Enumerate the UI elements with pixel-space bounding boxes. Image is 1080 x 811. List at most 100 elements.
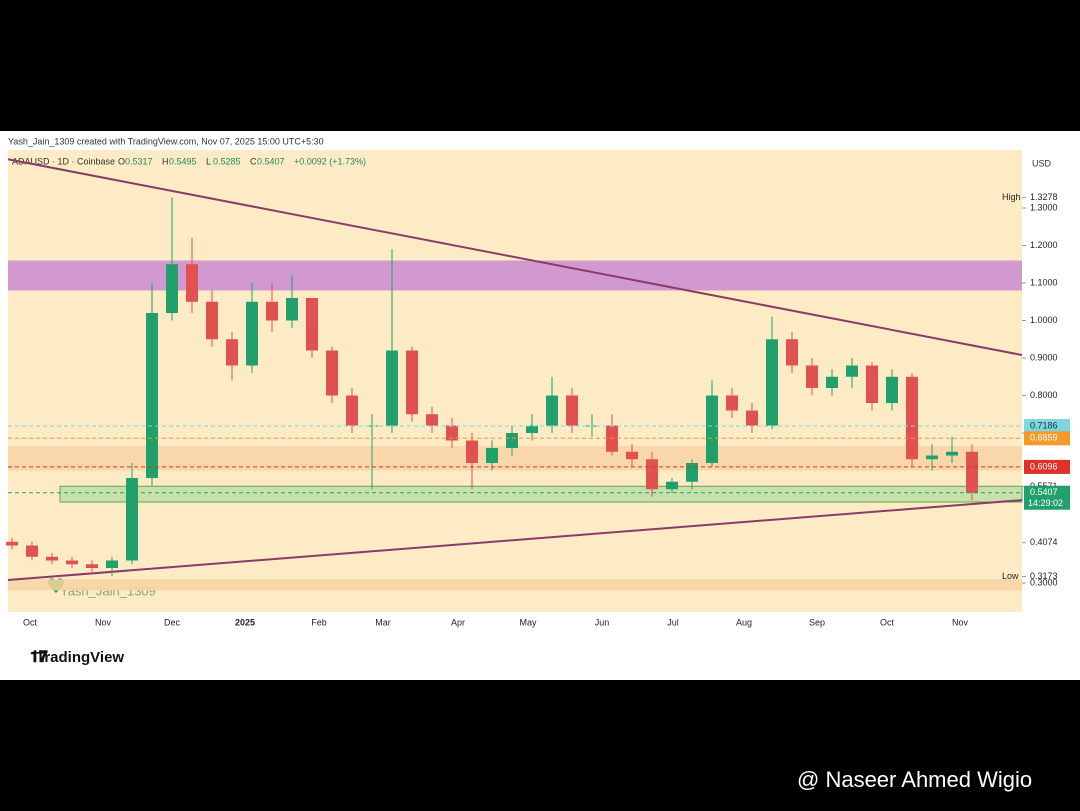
- candle-body: [826, 376, 838, 389]
- candle-body: [66, 560, 78, 565]
- price-tag: [1024, 485, 1070, 510]
- price-tag: [1024, 431, 1070, 446]
- candle-body: [766, 339, 778, 426]
- candle-body: [306, 298, 318, 351]
- price-tag: [1024, 419, 1070, 434]
- price-label: 0.6859: [1030, 433, 1058, 443]
- candle-body: [266, 301, 278, 321]
- candle-body: [326, 350, 338, 396]
- ohlc-change: +0.0092 (+1.73%): [294, 156, 366, 166]
- y-tick-label: 1.1000: [1030, 277, 1058, 287]
- price-label: 0.4074: [1030, 537, 1058, 547]
- countdown: 14:29:02: [1028, 498, 1063, 508]
- candle-body: [866, 365, 878, 404]
- candle-body: [106, 560, 118, 569]
- candle-body: [726, 395, 738, 411]
- price-tag: [1024, 459, 1070, 474]
- candle-body: [666, 481, 678, 490]
- candle-body: [166, 264, 178, 314]
- candle-body: [446, 425, 458, 441]
- candle-body: [466, 440, 478, 464]
- x-tick-label: May: [519, 617, 537, 627]
- candle-body: [126, 478, 138, 561]
- x-tick-label: Oct: [880, 617, 895, 627]
- ohlc-key: O: [118, 156, 125, 166]
- y-tick-label: 1.3000: [1030, 202, 1058, 212]
- price-label: 1.3278: [1030, 192, 1058, 202]
- price-tag-name: High: [1002, 192, 1021, 202]
- candle-body: [426, 414, 438, 426]
- candle-body: [6, 541, 18, 546]
- candle-body: [486, 448, 498, 464]
- candle-body: [746, 410, 758, 426]
- x-tick-label: Nov: [95, 617, 112, 627]
- candle-body: [626, 451, 638, 460]
- candle-body: [646, 459, 658, 490]
- x-tick-label: Jul: [667, 617, 679, 627]
- x-tick-label: Mar: [375, 617, 391, 627]
- trendline: [7, 158, 1023, 356]
- candle-body: [186, 264, 198, 302]
- zone: [8, 579, 1022, 591]
- x-tick-label: Nov: [952, 617, 969, 627]
- symbol: ADAUSD · 1D · Coinbase: [12, 156, 115, 166]
- y-tick-label: 1.0000: [1030, 315, 1058, 325]
- candle-body: [706, 395, 718, 464]
- candle-body: [806, 365, 818, 389]
- ohlc-key: L: [206, 156, 211, 166]
- y-tick-label: 0.9000: [1030, 352, 1058, 362]
- footer-watermark: @ Naseer Ahmed Wigio: [797, 767, 1032, 792]
- ohlc-value: 0.5285: [213, 156, 241, 166]
- brand: TradingView: [36, 649, 124, 666]
- candle-body: [46, 556, 58, 561]
- price-label: 0.6096: [1030, 461, 1058, 471]
- price-label: 0.3173: [1030, 571, 1058, 581]
- zone: [8, 260, 1022, 291]
- x-tick-label: Dec: [164, 617, 181, 627]
- candle-body: [546, 395, 558, 426]
- price-label: 0.7186: [1030, 420, 1058, 430]
- currency: USD: [1032, 158, 1052, 168]
- candle-body: [246, 301, 258, 366]
- candle-body: [206, 301, 218, 340]
- y-tick-label: 0.8000: [1030, 390, 1058, 400]
- trendline: [7, 499, 1023, 582]
- candle-body: [386, 350, 398, 426]
- ohlc-value: 0.5317: [125, 156, 153, 166]
- credit: Yash_Jain_1309 created with TradingView.…: [8, 136, 324, 146]
- candle-body: [406, 350, 418, 415]
- candle-body: [966, 451, 978, 493]
- candle-body: [526, 425, 538, 434]
- ohlc-key: C: [250, 156, 257, 166]
- price-tag-name: Low: [1002, 571, 1019, 581]
- candle-body: [686, 463, 698, 482]
- price-label: 0.5407: [1030, 487, 1058, 497]
- x-tick-label: Oct: [23, 617, 38, 627]
- candle-body: [946, 451, 958, 456]
- candle-body: [846, 365, 858, 377]
- ohlc-value: 0.5495: [169, 156, 197, 166]
- candle-body: [886, 376, 898, 404]
- x-tick-label: Apr: [451, 617, 465, 627]
- candle-body: [26, 545, 38, 557]
- candle-body: [566, 395, 578, 426]
- candle-body: [286, 298, 298, 321]
- y-tick-label: 0.3000: [1030, 577, 1058, 587]
- candle-body: [346, 395, 358, 426]
- candle-body: [926, 455, 938, 460]
- x-tick-label: Aug: [736, 617, 752, 627]
- candle-body: [786, 339, 798, 366]
- brand-logo: 𝟏𝟕: [30, 649, 48, 666]
- zone: [59, 485, 1023, 503]
- plot-bg: [8, 150, 1022, 612]
- candle-body: [506, 433, 518, 449]
- ohlc-value: 0.5407: [257, 156, 285, 166]
- x-tick-label: Sep: [809, 617, 825, 627]
- candle-body: [906, 376, 918, 460]
- candle-body: [226, 339, 238, 366]
- y-tick-label: 1.2000: [1030, 240, 1058, 250]
- x-tick-label: Jun: [595, 617, 610, 627]
- candle-body: [86, 564, 98, 569]
